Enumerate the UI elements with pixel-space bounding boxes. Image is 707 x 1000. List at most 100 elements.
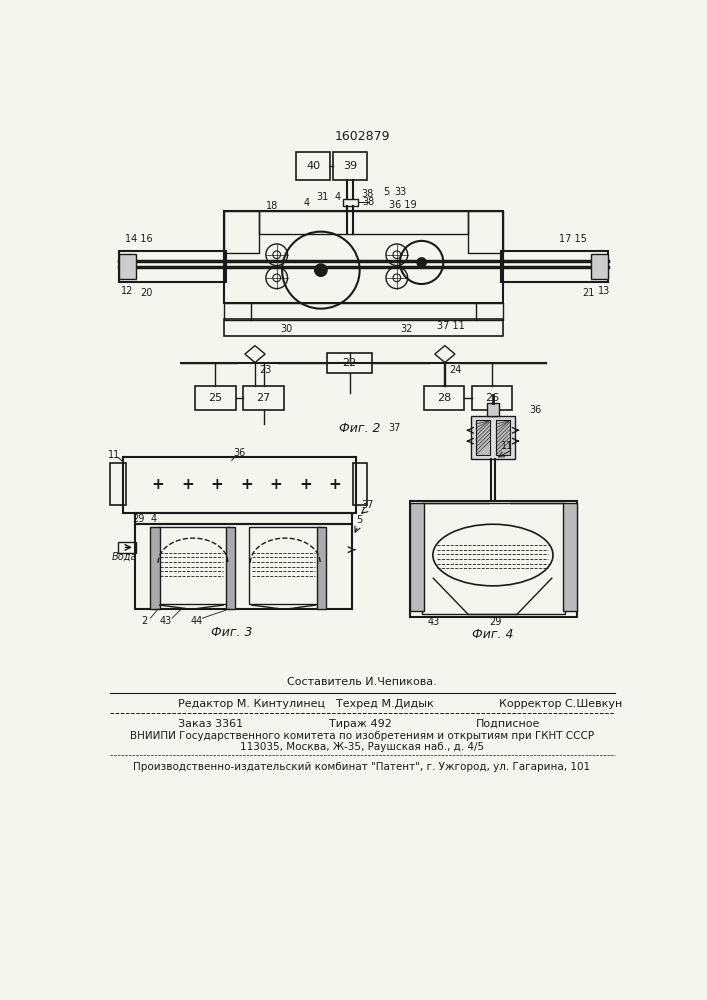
Text: +: +: [152, 477, 165, 492]
Bar: [476, 420, 490, 455]
Text: 21: 21: [582, 288, 595, 298]
Text: 14 16: 14 16: [125, 234, 153, 244]
Bar: [317, 527, 327, 609]
Text: 37 11: 37 11: [437, 321, 465, 331]
Bar: [118, 542, 136, 553]
Text: +: +: [329, 477, 341, 492]
Bar: [123, 457, 356, 513]
Text: 30: 30: [280, 324, 292, 334]
Text: Заказ 3361: Заказ 3361: [177, 719, 243, 729]
Bar: [156, 527, 230, 604]
Bar: [327, 353, 372, 373]
Bar: [119, 251, 226, 282]
Text: 12: 12: [121, 286, 134, 296]
Text: 24: 24: [449, 365, 461, 375]
Text: 32: 32: [400, 324, 412, 334]
Text: 28: 28: [437, 393, 451, 403]
Bar: [224, 303, 503, 320]
Text: 39: 39: [344, 161, 357, 171]
Bar: [224, 211, 259, 253]
Text: 36: 36: [233, 448, 245, 458]
Text: 36 19: 36 19: [389, 200, 416, 210]
Text: +: +: [240, 477, 253, 492]
Text: 18: 18: [266, 201, 278, 211]
Text: 22: 22: [342, 358, 356, 368]
Bar: [224, 211, 503, 303]
Text: 11: 11: [108, 450, 120, 460]
Circle shape: [315, 264, 327, 276]
Text: Техред М.Дидык: Техред М.Дидык: [337, 699, 434, 709]
Text: 37: 37: [361, 500, 373, 510]
Bar: [224, 319, 503, 336]
Text: 25: 25: [209, 393, 223, 403]
Bar: [296, 152, 330, 180]
Text: 5: 5: [356, 515, 363, 525]
Text: 1602879: 1602879: [334, 130, 390, 143]
Bar: [243, 386, 284, 410]
Text: Вода: Вода: [112, 552, 137, 562]
Text: +: +: [211, 477, 223, 492]
Text: 26: 26: [485, 393, 499, 403]
Text: 17 15: 17 15: [559, 234, 587, 244]
Text: 40: 40: [306, 161, 320, 171]
Bar: [410, 501, 577, 617]
Bar: [496, 420, 510, 455]
Text: 29: 29: [132, 514, 144, 524]
Bar: [135, 513, 352, 524]
Text: ВНИИПИ Государственного комитета по изобретениям и открытиям при ГКНТ СССР: ВНИИПИ Государственного комитета по изоб…: [130, 731, 594, 741]
Bar: [590, 254, 607, 279]
Text: Составитель И.Чепикова.: Составитель И.Чепикова.: [287, 677, 437, 687]
Text: +: +: [181, 477, 194, 492]
Text: 23: 23: [259, 365, 271, 375]
Bar: [354, 463, 368, 505]
Bar: [424, 386, 464, 410]
Text: 43: 43: [427, 617, 439, 627]
Bar: [151, 527, 160, 609]
Text: 13: 13: [597, 286, 610, 296]
Bar: [119, 254, 136, 279]
Text: 11: 11: [501, 441, 513, 451]
Bar: [135, 524, 352, 609]
Bar: [195, 386, 235, 410]
Bar: [472, 416, 515, 459]
Bar: [249, 527, 322, 604]
Text: Подписное: Подписное: [476, 719, 540, 729]
Bar: [501, 251, 607, 282]
Text: Тираж 492: Тираж 492: [329, 719, 392, 729]
Text: 20: 20: [140, 288, 153, 298]
Bar: [563, 503, 577, 611]
Text: 4: 4: [151, 514, 156, 524]
Text: Корректор С.Шевкун: Корректор С.Шевкун: [499, 699, 622, 709]
Bar: [110, 463, 126, 505]
Text: 31: 31: [316, 192, 329, 202]
Text: 37: 37: [388, 423, 401, 433]
Bar: [472, 386, 513, 410]
Bar: [468, 211, 503, 253]
Text: 36: 36: [530, 405, 542, 415]
Text: Производственно-издательский комбинат "Патент", г. Ужгород, ул. Гагарина, 101: Производственно-издательский комбинат "П…: [134, 762, 590, 772]
Text: 113035, Москва, Ж-35, Раушская наб., д. 4/5: 113035, Москва, Ж-35, Раушская наб., д. …: [240, 742, 484, 752]
Bar: [410, 503, 424, 611]
Text: 44: 44: [191, 615, 203, 626]
Text: 5: 5: [383, 187, 389, 197]
Text: 38: 38: [361, 189, 373, 199]
Bar: [333, 152, 368, 180]
Text: 4: 4: [335, 192, 341, 202]
Bar: [226, 527, 235, 609]
Text: 43: 43: [160, 615, 172, 626]
Bar: [486, 403, 499, 416]
Bar: [259, 211, 468, 234]
Text: Фиг. 4: Фиг. 4: [472, 628, 514, 641]
Text: 27: 27: [257, 393, 271, 403]
Text: 38: 38: [363, 197, 375, 207]
Bar: [343, 199, 358, 206]
Text: 29: 29: [489, 617, 501, 627]
Bar: [421, 503, 565, 614]
Text: 4: 4: [304, 198, 310, 208]
Text: Редактор М. Кинтулинец: Редактор М. Кинтулинец: [177, 699, 325, 709]
Text: Фиг. 3: Фиг. 3: [211, 626, 252, 639]
Text: 33: 33: [395, 187, 407, 197]
Text: +: +: [269, 477, 282, 492]
Text: 2: 2: [141, 615, 147, 626]
Text: Фиг. 2: Фиг. 2: [339, 422, 380, 434]
